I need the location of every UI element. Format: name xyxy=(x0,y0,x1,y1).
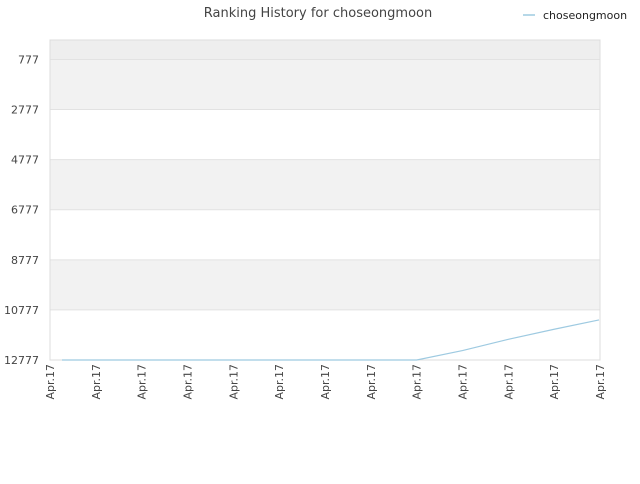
chart-title: Ranking History for choseongmoon xyxy=(204,6,432,21)
x-tick-label: Apr.17 xyxy=(44,364,57,400)
x-tick-label: Apr.17 xyxy=(594,364,607,400)
x-tick-label: Apr.17 xyxy=(227,364,240,400)
x-tick-label: Apr.17 xyxy=(365,364,378,400)
y-tick-label: 6777 xyxy=(11,204,39,217)
x-tick-label: Apr.17 xyxy=(136,364,149,400)
x-tick-label: Apr.17 xyxy=(182,364,195,400)
legend[interactable]: choseongmoon xyxy=(523,9,627,22)
x-tick-label: Apr.17 xyxy=(411,364,424,400)
y-tick-label: 8777 xyxy=(11,254,39,267)
x-tick-label: Apr.17 xyxy=(548,364,561,400)
plot-band xyxy=(50,40,600,60)
series-layer xyxy=(62,319,600,361)
chart-bands xyxy=(50,40,600,310)
plot-band xyxy=(50,159,600,210)
x-tick-label: Apr.17 xyxy=(273,364,286,400)
plot-band xyxy=(50,259,600,310)
x-tick-label: Apr.17 xyxy=(90,364,103,400)
x-axis: Apr.17 Apr.17 Apr.17 Apr.17 Apr.17 Apr.17 Apr.… xyxy=(44,364,607,400)
y-tick-label: 4777 xyxy=(11,154,39,167)
legend-label: choseongmoon xyxy=(543,9,627,22)
y-tick-label: 2777 xyxy=(11,104,39,117)
y-axis: 777 2777 4777 6777 8777 10777 12777 xyxy=(4,53,39,367)
plot-band xyxy=(50,59,600,110)
x-tick-label: Apr.17 xyxy=(457,364,470,400)
y-tick-label: 12777 xyxy=(4,354,39,367)
x-tick-label: Apr.17 xyxy=(319,364,332,400)
series-line xyxy=(62,319,600,361)
y-tick-label: 10777 xyxy=(4,304,39,317)
x-tick-label: Apr.17 xyxy=(502,364,515,400)
y-tick-label: 777 xyxy=(18,53,39,66)
